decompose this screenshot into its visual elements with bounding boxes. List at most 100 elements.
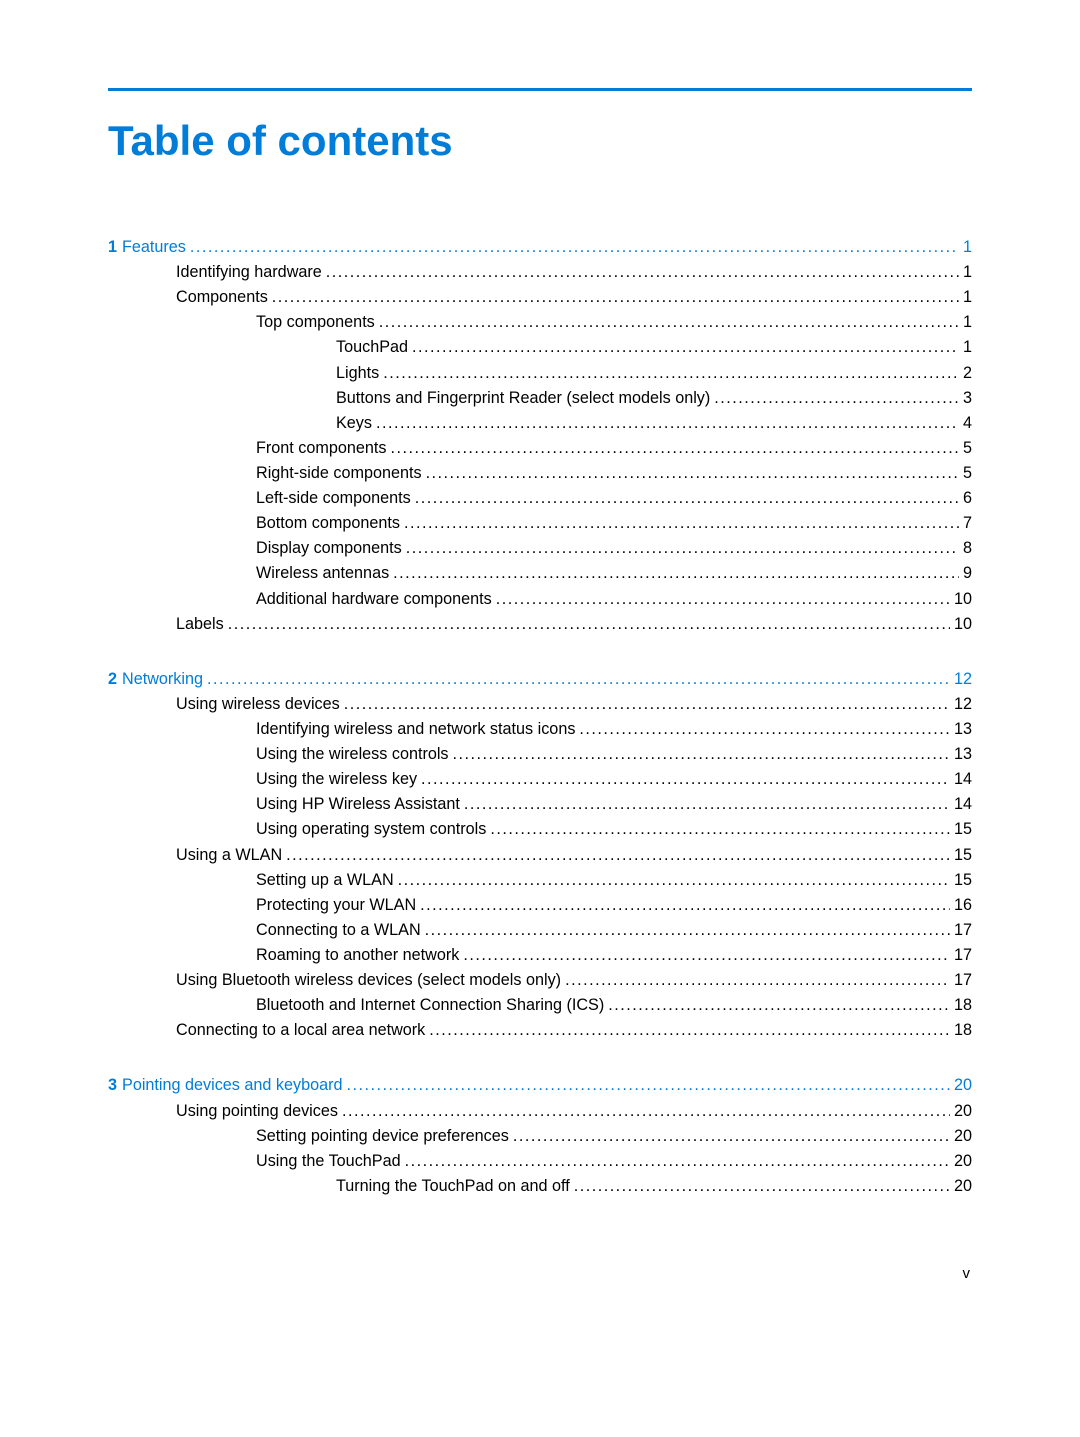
toc-entry[interactable]: Using HP Wireless Assistant ............… [108,792,972,817]
toc-entry[interactable]: Buttons and Fingerprint Reader (select m… [108,386,972,411]
toc-page-number: 1 [959,335,972,360]
toc-page-number: 20 [950,1124,972,1149]
toc-entry[interactable]: Wireless antennas ......................… [108,561,972,586]
toc-leader-dots: ........................................… [343,1073,950,1098]
footer-page-number: v [108,1265,972,1282]
toc-section-number: 2 [108,667,122,692]
toc-leader-dots: ........................................… [422,461,959,486]
toc-entry[interactable]: Using the TouchPad .....................… [108,1149,972,1174]
toc-section-head[interactable]: 3Pointing devices and keyboard .........… [108,1073,972,1098]
toc-page-number: 10 [950,612,972,637]
toc-entry[interactable]: Left-side components ...................… [108,486,972,511]
toc-entry-label: Bottom components [256,511,400,536]
toc-leader-dots: ........................................… [282,843,950,868]
toc-leader-dots: ........................................… [459,943,950,968]
toc-entry[interactable]: Using operating system controls ........… [108,817,972,842]
toc-page-number: 17 [950,918,972,943]
toc-leader-dots: ........................................… [416,893,950,918]
toc-entry-label: Components [176,285,268,310]
toc-page-number: 5 [959,461,972,486]
toc-entry-label: Protecting your WLAN [256,893,416,918]
toc-entry[interactable]: Using wireless devices .................… [108,692,972,717]
toc-entry-label: Labels [176,612,224,637]
toc-entry[interactable]: Display components .....................… [108,536,972,561]
toc-leader-dots: ........................................… [561,968,950,993]
toc-leader-dots: ........................................… [402,536,959,561]
toc-page-number: 17 [950,943,972,968]
toc-entry[interactable]: Setting up a WLAN ......................… [108,868,972,893]
toc-entry[interactable]: Labels .................................… [108,612,972,637]
toc-leader-dots: ........................................… [340,692,950,717]
toc-entry[interactable]: Protecting your WLAN ...................… [108,893,972,918]
toc-entry[interactable]: Connecting to a WLAN ...................… [108,918,972,943]
toc-entry[interactable]: Using the wireless controls ............… [108,742,972,767]
toc-leader-dots: ........................................… [322,260,959,285]
toc-entry[interactable]: Using the wireless key .................… [108,767,972,792]
toc-entry-label: Keys [336,411,372,436]
toc-page-number: 15 [950,817,972,842]
toc-section-number: 3 [108,1073,122,1098]
toc-leader-dots: ........................................… [460,792,950,817]
toc-section-head[interactable]: 1Features ..............................… [108,235,972,260]
toc-page-number: 14 [950,767,972,792]
toc-page-number: 17 [950,968,972,993]
toc-page-number: 6 [959,486,972,511]
toc-entry-label: Right-side components [256,461,422,486]
toc-leader-dots: ........................................… [575,717,950,742]
toc-entry[interactable]: Using Bluetooth wireless devices (select… [108,968,972,993]
toc-entry[interactable]: Using a WLAN ...........................… [108,843,972,868]
toc-page-number: 15 [950,868,972,893]
toc-entry[interactable]: Setting pointing device preferences ....… [108,1124,972,1149]
toc-entry-label: Using the wireless controls [256,742,449,767]
toc-entry-label: Setting up a WLAN [256,868,394,893]
toc-entry[interactable]: Front components .......................… [108,436,972,461]
toc-entry[interactable]: Roaming to another network .............… [108,943,972,968]
toc-entry[interactable]: Identifying hardware ...................… [108,260,972,285]
toc-entry-label: Identifying hardware [176,260,322,285]
toc-entry-label: Top components [256,310,375,335]
toc-entry-label: Display components [256,536,402,561]
toc-entry[interactable]: Keys ...................................… [108,411,972,436]
toc-leader-dots: ........................................… [570,1174,950,1199]
toc-entry[interactable]: Using pointing devices .................… [108,1099,972,1124]
toc-page-number: 3 [959,386,972,411]
toc-entry[interactable]: Connecting to a local area network .....… [108,1018,972,1043]
toc-leader-dots: ........................................… [710,386,959,411]
toc-entry[interactable]: Right-side components ..................… [108,461,972,486]
toc-entry[interactable]: Additional hardware components .........… [108,587,972,612]
toc-entry-label: Additional hardware components [256,587,492,612]
toc-entry[interactable]: Components .............................… [108,285,972,310]
toc-page-number: 1 [959,310,972,335]
toc-page-number: 12 [950,667,972,692]
toc-page-number: 1 [959,235,972,260]
toc-page-number: 20 [950,1174,972,1199]
toc-leader-dots: ........................................… [186,235,959,260]
toc-entry-label: Connecting to a WLAN [256,918,421,943]
toc-entry-label: TouchPad [336,335,408,360]
toc-page-number: 15 [950,843,972,868]
toc-entry-label: Using pointing devices [176,1099,338,1124]
toc-leader-dots: ........................................… [509,1124,950,1149]
toc-leader-dots: ........................................… [411,486,959,511]
toc-entry-label: Using the wireless key [256,767,417,792]
toc-leader-dots: ........................................… [389,561,959,586]
toc-leader-dots: ........................................… [338,1099,950,1124]
toc-page-number: 12 [950,692,972,717]
toc-entry[interactable]: Bluetooth and Internet Connection Sharin… [108,993,972,1018]
toc-section-head[interactable]: 2Networking ............................… [108,667,972,692]
toc-entry[interactable]: Turning the TouchPad on and off ........… [108,1174,972,1199]
toc-entry[interactable]: Top components .........................… [108,310,972,335]
toc-entry-label: Connecting to a local area network [176,1018,425,1043]
toc-entry[interactable]: Bottom components ......................… [108,511,972,536]
toc-leader-dots: ........................................… [449,742,950,767]
toc-page-number: 18 [950,1018,972,1043]
toc-leader-dots: ........................................… [203,667,950,692]
section-gap [108,1043,972,1073]
toc-entry[interactable]: Identifying wireless and network status … [108,717,972,742]
toc-leader-dots: ........................................… [417,767,950,792]
toc-leader-dots: ........................................… [492,587,950,612]
toc-page-number: 13 [950,742,972,767]
toc-page-number: 4 [959,411,972,436]
toc-entry[interactable]: Lights .................................… [108,361,972,386]
toc-entry[interactable]: TouchPad ...............................… [108,335,972,360]
